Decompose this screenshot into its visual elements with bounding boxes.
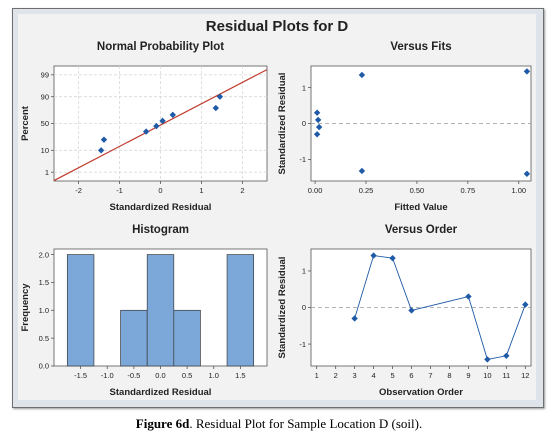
npp-point [142, 128, 150, 135]
fits-y-axis-label: Standardized Residual [277, 73, 288, 175]
order-series-line [354, 255, 526, 360]
fits-point [313, 109, 321, 116]
order-x-axis-label: Observation Order [379, 387, 463, 398]
order-x-tick-label: 7 [428, 371, 432, 380]
order-x-tick-label: 11 [502, 371, 510, 380]
npp-x-tick-label: 0 [158, 186, 162, 195]
hist-y-tick-label: 1.0 [39, 306, 49, 315]
histogram-bar [146, 254, 175, 367]
fits-x-tick-label: 1.00 [511, 186, 526, 195]
hist-y-tick-label: 0.0 [39, 362, 49, 371]
fits-title: Versus Fits [390, 41, 451, 53]
npp-point [212, 104, 219, 112]
fits-y-tick-label: 1 [302, 83, 306, 92]
hist-x-axis-label: Standardized Residual [110, 387, 212, 398]
npp-y-axis-label: Percent [20, 105, 31, 141]
order-point [522, 301, 529, 308]
order-x-tick-label: 12 [521, 371, 529, 380]
fits-y-tick-label: -1 [299, 155, 306, 164]
order-x-tick-label: 3 [353, 371, 357, 380]
npp-x-axis-label: Standardized Residual [110, 202, 212, 213]
npp-y-tick-label: 50 [41, 119, 49, 128]
order-y-tick-label: -1 [299, 340, 306, 349]
hist-y-tick-label: 1.5 [39, 278, 49, 287]
order-point [465, 293, 472, 300]
order-x-tick-label: 4 [372, 371, 376, 380]
npp-point [97, 147, 105, 154]
order-x-tick-label: 9 [466, 371, 470, 380]
npp-y-tick-label: 99 [41, 71, 49, 80]
order-x-tick-label: 2 [334, 371, 338, 380]
npp-point [159, 117, 166, 125]
fits-point [523, 68, 531, 75]
order-point [370, 252, 377, 259]
hist-x-tick-label: 0.0 [155, 371, 165, 380]
npp-y-tick-label: 1 [45, 168, 49, 177]
fits-y-tick-label: 0 [302, 119, 306, 128]
order-point [351, 315, 358, 322]
fits-point [358, 71, 366, 79]
hist-y-tick-label: 0.5 [39, 334, 49, 343]
npp-point [169, 111, 176, 119]
npp-point [153, 122, 160, 130]
npp-fit-line [53, 69, 268, 182]
figure-caption: Figure 6d. Residual Plot for Sample Loca… [0, 416, 558, 432]
order-point [484, 356, 491, 363]
hist-x-tick-label: 0.5 [182, 371, 192, 380]
order-x-tick-label: 10 [483, 371, 491, 380]
fits-x-tick-label: 0.00 [308, 186, 323, 195]
hist-x-tick-label: -1.0 [101, 371, 114, 380]
hist-y-axis-label: Frequency [20, 283, 31, 332]
hist-x-tick-label: -1.5 [74, 371, 87, 380]
order-x-tick-label: 8 [447, 371, 451, 380]
npp-y-tick-label: 90 [41, 92, 49, 101]
npp-title: Normal Probability Plot [97, 41, 224, 53]
order-y-tick-label: 0 [302, 303, 306, 312]
caption-label: Figure 6d [135, 416, 190, 431]
caption-text: . Residual Plot for Sample Location D (s… [189, 416, 423, 431]
figure-title: Residual Plots for D [205, 18, 349, 35]
order-point [408, 307, 415, 314]
histogram-bar [226, 254, 255, 367]
hist-x-tick-label: 1.5 [235, 371, 245, 380]
order-title: Versus Order [385, 224, 458, 236]
order-point [503, 352, 510, 359]
npp-x-tick-label: 2 [240, 186, 244, 195]
fits-point [358, 167, 366, 175]
fits-x-axis-label: Fitted Value [394, 202, 447, 213]
order-x-tick-label: 5 [390, 371, 394, 380]
hist-title: Histogram [132, 224, 189, 236]
plot-area [310, 248, 532, 367]
fits-x-tick-label: 0.75 [461, 186, 476, 195]
npp-y-tick-label: 10 [41, 146, 49, 155]
histogram-bar [66, 254, 95, 367]
histogram-bar [173, 309, 201, 367]
order-x-tick-label: 1 [315, 371, 319, 380]
hist-x-tick-label: -0.5 [127, 371, 140, 380]
histogram-bar [120, 309, 148, 367]
order-x-tick-label: 6 [409, 371, 413, 380]
plot-area [310, 65, 532, 182]
npp-point [216, 93, 224, 100]
fits-x-tick-label: 0.25 [359, 186, 374, 195]
hist-y-tick-label: 2.0 [39, 250, 49, 259]
npp-x-tick-label: -2 [75, 186, 82, 195]
fits-x-tick-label: 0.50 [410, 186, 425, 195]
order-y-axis-label: Standardized Residual [277, 257, 288, 359]
figure-frame: Residual Plots for D -2 -1 0 1 2 1 10 50 90 99 Nor… [12, 8, 544, 408]
npp-x-tick-label: 1 [199, 186, 203, 195]
fits-point [523, 170, 531, 178]
hist-x-tick-label: 1.0 [209, 371, 219, 380]
npp-point [100, 136, 108, 143]
npp-x-tick-label: -1 [116, 186, 123, 195]
order-y-tick-label: 1 [302, 267, 306, 276]
fits-point [314, 116, 322, 124]
